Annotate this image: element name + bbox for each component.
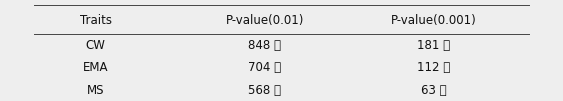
Text: 848 개: 848 개 — [248, 39, 281, 52]
Text: CW: CW — [86, 39, 106, 52]
Text: Traits: Traits — [80, 14, 111, 27]
Text: 112 개: 112 개 — [417, 61, 450, 74]
Text: 568 개: 568 개 — [248, 84, 281, 97]
Text: 704 개: 704 개 — [248, 61, 281, 74]
Text: EMA: EMA — [83, 61, 109, 74]
Text: 63 개: 63 개 — [421, 84, 446, 97]
Text: P-value(0.001): P-value(0.001) — [391, 14, 476, 27]
Text: 181 개: 181 개 — [417, 39, 450, 52]
Text: MS: MS — [87, 84, 105, 97]
Text: P-value(0.01): P-value(0.01) — [225, 14, 304, 27]
